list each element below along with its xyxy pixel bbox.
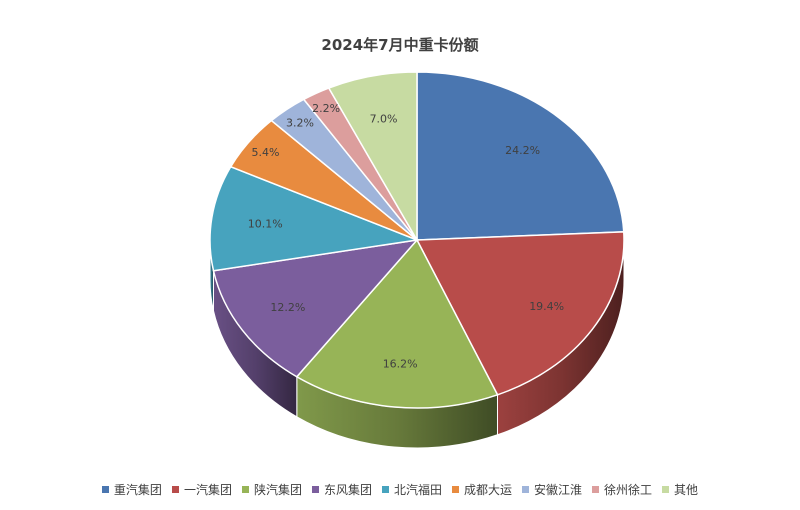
data-label-2: 16.2% xyxy=(383,358,418,371)
pie-slice-0 xyxy=(416,71,625,241)
chart-title: 2024年7月中重卡份额 xyxy=(321,36,479,54)
pie-slice-2 xyxy=(295,238,499,409)
pie-slice-1 xyxy=(415,231,625,396)
legend-swatch-0 xyxy=(101,486,109,493)
data-label-6: 3.2% xyxy=(286,116,314,129)
data-label-0: 24.2% xyxy=(505,144,540,157)
data-label-3: 12.2% xyxy=(270,301,305,314)
legend-item-6: 安徽江淮 xyxy=(522,481,582,498)
legend-label-7: 徐州徐工 xyxy=(604,483,653,497)
legend-item-4: 北汽福田 xyxy=(381,481,442,498)
pie-slice-4 xyxy=(209,165,420,272)
legend-swatch-5 xyxy=(452,486,459,493)
legend-label-5: 成都大运 xyxy=(464,483,513,497)
legend-swatch-8 xyxy=(662,486,670,493)
legend-label-1: 一汽集团 xyxy=(183,483,232,497)
legend-item-7: 徐州徐工 xyxy=(592,481,652,498)
legend-label-2: 陕汽集团 xyxy=(253,483,302,497)
data-label-7: 2.2% xyxy=(312,102,340,115)
legend-item-3: 东风集团 xyxy=(311,481,372,498)
legend-item-5: 成都大运 xyxy=(452,481,512,498)
legend-label-6: 安徽江淮 xyxy=(534,483,583,497)
legend-swatch-6 xyxy=(522,486,530,493)
legend-label-0: 重汽集团 xyxy=(113,483,162,497)
legend-swatch-3 xyxy=(311,486,319,493)
legend-label-3: 东风集团 xyxy=(323,483,372,497)
legend-item-1: 一汽集团 xyxy=(171,481,232,498)
legend-label-8: 其他 xyxy=(674,483,699,497)
legend-label-4: 北汽福田 xyxy=(393,483,442,497)
legend-swatch-4 xyxy=(381,486,389,493)
legend-item-2: 陕汽集团 xyxy=(241,481,302,498)
legend-swatch-7 xyxy=(592,486,600,493)
legend-item-0: 重汽集团 xyxy=(101,481,162,498)
data-label-4: 10.1% xyxy=(248,217,283,230)
pie-slice-8 xyxy=(327,71,418,243)
legend: 重汽集团 一汽集团 陕汽集团 东风集团 北汽福田 成都大运 安徽江淮 徐州徐工 其他 xyxy=(0,481,800,498)
legend-swatch-1 xyxy=(171,486,179,493)
pie-slice-3 xyxy=(212,238,419,378)
data-label-5: 5.4% xyxy=(252,146,280,159)
data-label-1: 19.4% xyxy=(529,300,564,313)
legend-item-8: 其他 xyxy=(662,481,698,498)
data-label-8: 7.0% xyxy=(370,113,398,126)
legend-swatch-2 xyxy=(241,486,249,493)
